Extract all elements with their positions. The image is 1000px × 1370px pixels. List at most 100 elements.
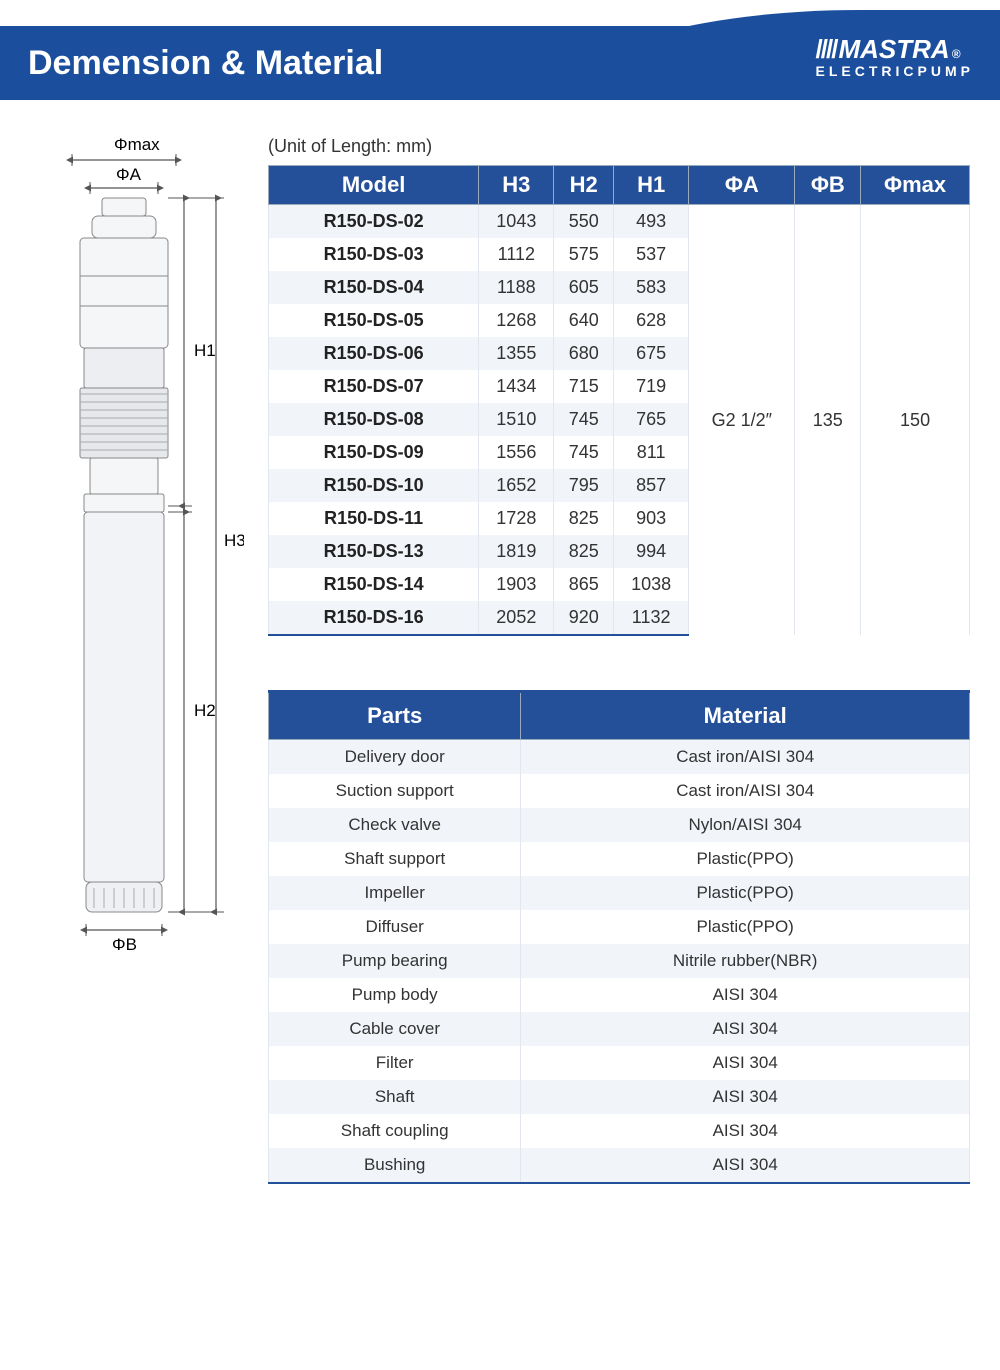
table-cell: Check valve [269, 808, 521, 842]
table-cell: Diffuser [269, 910, 521, 944]
table-cell: 825 [554, 502, 614, 535]
table-cell: 1434 [479, 370, 554, 403]
table-cell: R150-DS-05 [269, 304, 479, 337]
table-cell: 680 [554, 337, 614, 370]
table-cell: AISI 304 [521, 1080, 970, 1114]
table-cell: AISI 304 [521, 978, 970, 1012]
table-cell: 715 [554, 370, 614, 403]
table-cell: 1903 [479, 568, 554, 601]
table-cell: R150-DS-02 [269, 205, 479, 239]
table-cell: Plastic(PPO) [521, 876, 970, 910]
table-cell: 825 [554, 535, 614, 568]
table-cell: 1038 [614, 568, 689, 601]
table-cell: R150-DS-07 [269, 370, 479, 403]
table-cell: 675 [614, 337, 689, 370]
table-cell: Nitrile rubber(NBR) [521, 944, 970, 978]
registered-icon: ® [952, 47, 961, 61]
table-cell: 1112 [479, 238, 554, 271]
unit-note: (Unit of Length: mm) [268, 136, 970, 157]
table-cell: 903 [614, 502, 689, 535]
mat-col-header: Parts [269, 692, 521, 740]
phiB-label: ΦB [112, 935, 137, 954]
table-cell: 811 [614, 436, 689, 469]
table-cell: R150-DS-04 [269, 271, 479, 304]
table-cell: R150-DS-08 [269, 403, 479, 436]
table-cell: AISI 304 [521, 1012, 970, 1046]
table-cell: 493 [614, 205, 689, 239]
table-cell: R150-DS-09 [269, 436, 479, 469]
table-cell: Shaft support [269, 842, 521, 876]
table-cell: Filter [269, 1046, 521, 1080]
logo-bars-icon: //// [816, 34, 837, 65]
logo-brand-text: MASTRA [838, 34, 949, 65]
table-cell: Cast iron/AISI 304 [521, 740, 970, 775]
table-cell: R150-DS-10 [269, 469, 479, 502]
table-cell: 1819 [479, 535, 554, 568]
table-cell: 719 [614, 370, 689, 403]
H1-label: H1 [194, 341, 216, 360]
table-cell: 1268 [479, 304, 554, 337]
table-cell: 795 [554, 469, 614, 502]
table-cell: Cable cover [269, 1012, 521, 1046]
table-cell: AISI 304 [521, 1046, 970, 1080]
table-cell: 583 [614, 271, 689, 304]
pump-diagram: Φmax ΦA [24, 136, 244, 1184]
table-cell: Pump bearing [269, 944, 521, 978]
table-cell-merged: 135 [795, 205, 861, 636]
table-cell: Suction support [269, 774, 521, 808]
logo-subtext: ELECTRICPUMP [816, 63, 974, 79]
table-cell: AISI 304 [521, 1114, 970, 1148]
dim-col-header: ΦB [795, 166, 861, 205]
dim-col-header: Model [269, 166, 479, 205]
table-cell: 1556 [479, 436, 554, 469]
table-cell-merged: G2 1/2″ [689, 205, 795, 636]
table-cell: 1510 [479, 403, 554, 436]
phiA-label: ΦA [116, 165, 142, 184]
dim-col-header: H3 [479, 166, 554, 205]
table-cell: 857 [614, 469, 689, 502]
H2-label: H2 [194, 701, 216, 720]
dim-col-header: ΦA [689, 166, 795, 205]
table-cell: 745 [554, 403, 614, 436]
table-cell: 920 [554, 601, 614, 635]
table-cell: Pump body [269, 978, 521, 1012]
table-cell: R150-DS-11 [269, 502, 479, 535]
table-cell: Plastic(PPO) [521, 910, 970, 944]
table-cell: 640 [554, 304, 614, 337]
brand-logo: //// MASTRA ® ELECTRICPUMP [816, 34, 974, 79]
table-cell: 537 [614, 238, 689, 271]
table-cell: R150-DS-13 [269, 535, 479, 568]
table-cell: R150-DS-14 [269, 568, 479, 601]
table-cell: AISI 304 [521, 1148, 970, 1183]
table-cell: R150-DS-16 [269, 601, 479, 635]
table-cell: 1652 [479, 469, 554, 502]
material-table: PartsMaterial Delivery doorCast iron/AIS… [268, 690, 970, 1184]
table-cell: Shaft coupling [269, 1114, 521, 1148]
dimension-table: ModelH3H2H1ΦAΦBΦmax R150-DS-021043550493… [268, 165, 970, 636]
table-cell: Cast iron/AISI 304 [521, 774, 970, 808]
table-cell: 1043 [479, 205, 554, 239]
table-cell-merged: 150 [861, 205, 970, 636]
table-cell: 1132 [614, 601, 689, 635]
table-cell: 628 [614, 304, 689, 337]
dim-col-header: H2 [554, 166, 614, 205]
table-cell: 605 [554, 271, 614, 304]
table-cell: 1188 [479, 271, 554, 304]
table-cell: 2052 [479, 601, 554, 635]
table-cell: Plastic(PPO) [521, 842, 970, 876]
table-cell: 1355 [479, 337, 554, 370]
table-cell: 994 [614, 535, 689, 568]
table-cell: R150-DS-06 [269, 337, 479, 370]
table-cell: Shaft [269, 1080, 521, 1114]
table-cell: 550 [554, 205, 614, 239]
dim-col-header: H1 [614, 166, 689, 205]
H3-label: H3 [224, 531, 244, 550]
table-cell: 1728 [479, 502, 554, 535]
phimax-label: Φmax [114, 136, 160, 154]
table-cell: 765 [614, 403, 689, 436]
table-cell: Nylon/AISI 304 [521, 808, 970, 842]
header-banner: Demension & Material //// MASTRA ® ELECT… [0, 28, 1000, 100]
table-cell: 745 [554, 436, 614, 469]
mat-col-header: Material [521, 692, 970, 740]
table-cell: 575 [554, 238, 614, 271]
